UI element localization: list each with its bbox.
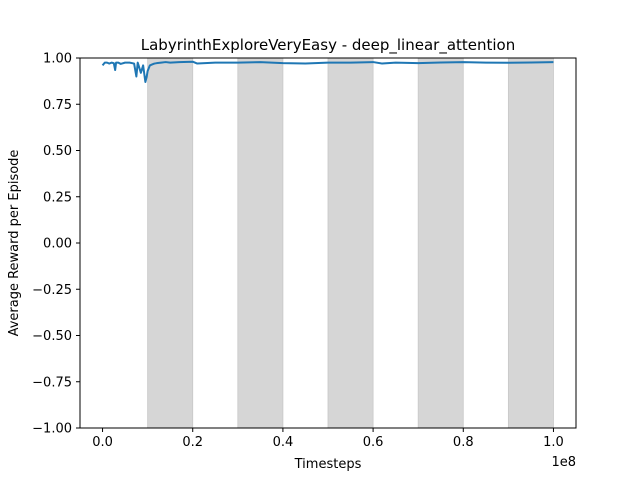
- shaded-region: [507, 57, 554, 429]
- x-tick-label: 0.4: [273, 435, 294, 450]
- x-tick-label: 0.2: [182, 435, 203, 450]
- y-tick-label: −0.50: [32, 329, 72, 344]
- y-tick-label: −0.25: [32, 283, 72, 298]
- y-tick-label: −1.00: [32, 422, 72, 437]
- shaded-region: [417, 57, 464, 429]
- x-tick-label: 1.0: [543, 435, 564, 450]
- series-lines: [101, 60, 554, 84]
- x-axis-label: Timesteps: [294, 457, 362, 472]
- y-tick-label: 0.50: [43, 144, 72, 159]
- x-tick-label: 0.8: [453, 435, 474, 450]
- shaded-regions: [147, 57, 554, 429]
- x-axis-scale-label: 1e8: [551, 455, 576, 470]
- x-axis: 0.0 0.2 0.4 0.6 0.8 1.0: [92, 428, 564, 450]
- y-axis-label: Average Reward per Episode: [7, 150, 22, 337]
- chart-title: LabyrinthExploreVeryEasy - deep_linear_a…: [141, 36, 516, 55]
- series-line: [101, 60, 554, 84]
- shaded-region: [147, 57, 194, 429]
- y-axis: −1.00 −0.75 −0.50 −0.25 0.00 0.25 0.50 0.75 1.00: [32, 52, 80, 437]
- x-tick-label: 0.6: [363, 435, 384, 450]
- shaded-region: [237, 57, 284, 429]
- y-tick-label: 0.75: [43, 98, 72, 113]
- x-tick-label: 0.0: [92, 435, 113, 450]
- y-tick-label: 1.00: [43, 52, 72, 67]
- y-tick-label: 0.00: [43, 237, 72, 252]
- shaded-region: [327, 57, 374, 429]
- y-tick-label: −0.75: [32, 375, 72, 390]
- y-tick-label: 0.25: [43, 190, 72, 205]
